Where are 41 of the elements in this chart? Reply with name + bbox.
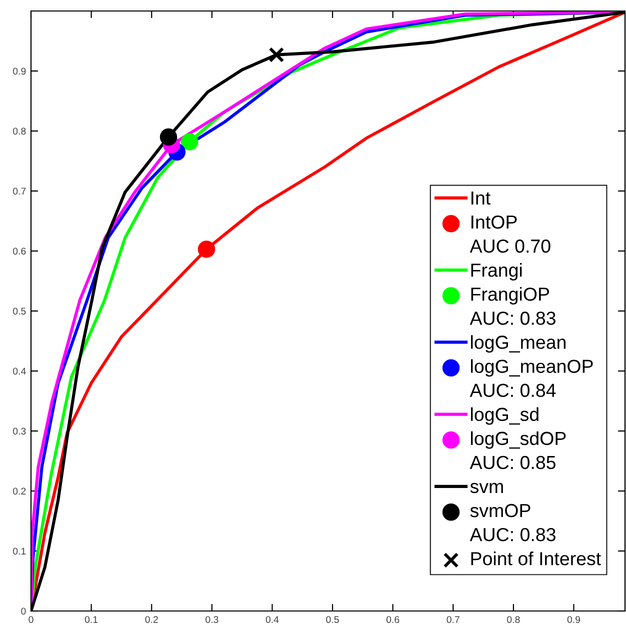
y-tick-label: 0.8 xyxy=(13,128,26,135)
legend-label: logG_sd xyxy=(471,407,538,425)
line-series xyxy=(31,11,625,611)
y-tick-label: 0.3 xyxy=(13,428,26,435)
legend-label: IntOP xyxy=(472,215,517,229)
x-tick-label: 0.1 xyxy=(84,616,98,623)
legend-label: logG_meanOP xyxy=(471,359,593,377)
x-tick-label: 0.4 xyxy=(266,616,279,623)
y-tick-label: 0.1 xyxy=(13,548,26,555)
y-tick-label: 0.7 xyxy=(13,188,26,195)
y-tick-label: 0.9 xyxy=(13,68,26,75)
x-tick-label: 0.2 xyxy=(145,616,158,623)
x-tick-label: 0.9 xyxy=(567,616,580,623)
y-tick-label: 0.4 xyxy=(13,368,26,375)
x-tick-label: 0 xyxy=(28,616,34,623)
legend-label: FrangiOP xyxy=(471,287,550,305)
x-tick-label: 0.6 xyxy=(386,616,400,623)
y-tick-label: 0.2 xyxy=(13,488,26,495)
point xyxy=(268,47,284,63)
annotation: AUC: 0.84 xyxy=(470,384,556,398)
legend-label: logG_sdOP xyxy=(471,431,566,449)
x-tick-label: 0.3 xyxy=(206,616,218,623)
legend-label: logG_mean xyxy=(471,335,566,353)
point xyxy=(198,240,216,258)
point xyxy=(160,128,178,146)
x-tick-label: 0.7 xyxy=(446,616,460,623)
y-tick-label: 0.6 xyxy=(13,248,26,255)
y-tick-label: 0.5 xyxy=(13,308,26,315)
y-tick-label: 0 xyxy=(21,608,26,615)
legend-label: svm xyxy=(470,482,503,494)
point xyxy=(180,133,198,150)
legend-label: Frangi xyxy=(471,263,522,281)
annotation: AUC: 0.83 xyxy=(470,528,556,542)
legend-label: Int xyxy=(472,192,490,205)
annotation: AUC: 0.85 xyxy=(470,456,556,470)
annotation: AUC 0.70 xyxy=(470,239,550,253)
legend-label: Point of Interest xyxy=(471,552,601,566)
annotation: AUC: 0.83 xyxy=(470,312,556,325)
x-tick-label: 0.8 xyxy=(507,616,520,623)
legend-label: svmOP xyxy=(470,504,530,518)
x-tick-label: 0.5 xyxy=(326,616,339,623)
